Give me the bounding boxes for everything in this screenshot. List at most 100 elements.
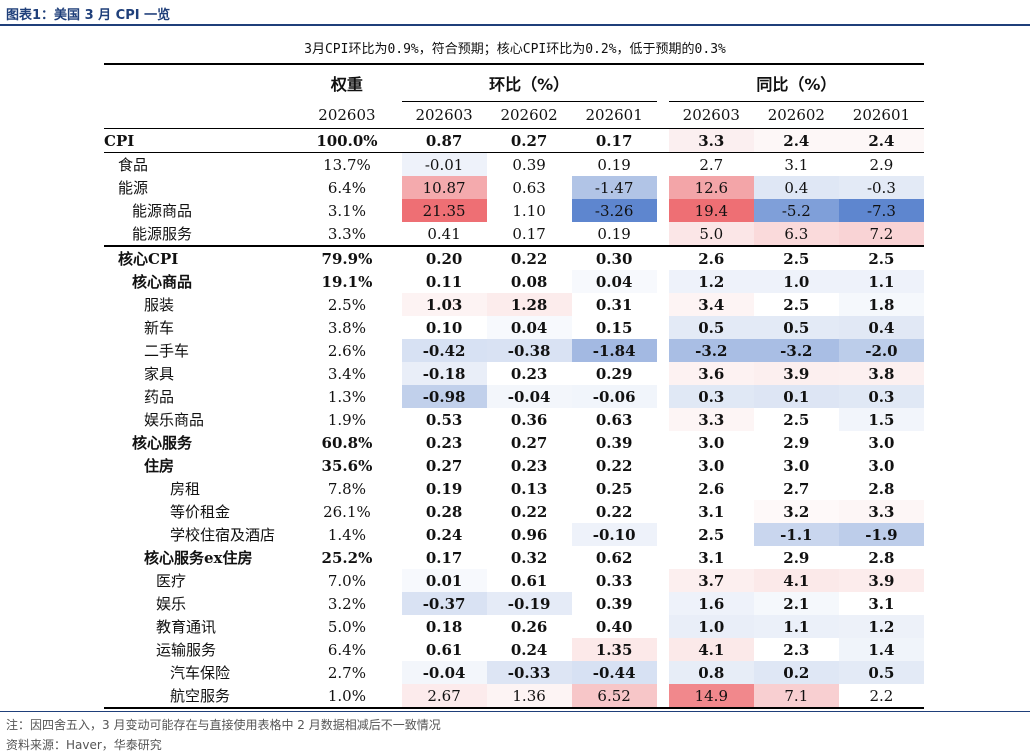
- cpi-table-container: 权重 环比（%） 同比（%） 202603 202603 202602 2026…: [104, 63, 924, 709]
- yoy-cell: 3.7: [668, 569, 754, 592]
- mom-cell: 0.15: [571, 316, 657, 339]
- header-blank: [104, 63, 305, 102]
- yoy-cell: 6.3: [753, 222, 839, 246]
- yoy-cell: 3.0: [753, 454, 839, 477]
- weight-cell: 19.1%: [321, 272, 373, 291]
- table-row: 核心CPI 79.9% 0.20 0.22 0.30 2.6 2.5 2.5: [104, 245, 924, 270]
- footer-rule: [0, 711, 1030, 712]
- yoy-cell: -1.9: [838, 523, 924, 546]
- header-yoy: 同比（%）: [668, 63, 924, 102]
- table-row: 能源商品 3.1% 21.35 1.10 -3.26 19.4 -5.2 -7.3: [104, 199, 924, 222]
- row-label: 学校住宿及酒店: [170, 526, 276, 544]
- yoy-cell: 3.0: [838, 431, 924, 454]
- mom-cell: 0.39: [486, 152, 572, 176]
- mom-cell: 10.87: [401, 176, 487, 199]
- figure-label: 图表1：: [6, 8, 55, 23]
- yoy-cell: 1.1: [838, 270, 924, 293]
- mom-cell: -0.06: [571, 385, 657, 408]
- yoy-cell: 19.4: [668, 199, 754, 222]
- table-row: 核心服务ex住房 25.2% 0.17 0.32 0.62 3.1 2.9 2.8: [104, 546, 924, 569]
- mom-cell: 0.39: [571, 431, 657, 454]
- yoy-cell: 1.1: [753, 615, 839, 638]
- mom-cell: 0.32: [486, 546, 572, 569]
- weight-cell: 1.3%: [327, 387, 366, 406]
- row-label: 等价租金: [170, 503, 231, 521]
- table-row: 娱乐 3.2% -0.37 -0.19 0.39 1.6 2.1 3.1: [104, 592, 924, 615]
- yoy-cell: 2.6: [668, 477, 754, 500]
- yoy-cell: -3.2: [753, 339, 839, 362]
- yoy-cell: 3.4: [668, 293, 754, 316]
- yoy-cell: 4.1: [753, 569, 839, 592]
- yoy-cell: 1.0: [753, 270, 839, 293]
- mom-cell: 0.41: [401, 222, 487, 246]
- mom-cell: 0.62: [571, 546, 657, 569]
- header-mom-period: 202601: [585, 106, 643, 124]
- mom-cell: 0.31: [571, 293, 657, 316]
- yoy-cell: 2.2: [838, 684, 924, 709]
- row-label: 服装: [144, 296, 175, 314]
- mom-cell: 0.22: [571, 454, 657, 477]
- weight-cell: 5.0%: [327, 617, 366, 636]
- table-row: 家具 3.4% -0.18 0.23 0.29 3.6 3.9 3.8: [104, 362, 924, 385]
- table-row: 房租 7.8% 0.19 0.13 0.25 2.6 2.7 2.8: [104, 477, 924, 500]
- yoy-cell: 1.4: [838, 638, 924, 661]
- mom-cell: 0.61: [401, 638, 487, 661]
- yoy-cell: 2.5: [753, 293, 839, 316]
- footnote: 注：因四舍五入，3 月变动可能存在与直接使用表格中 2 月数据相减后不一致情况: [6, 718, 441, 732]
- mom-cell: -0.04: [486, 385, 572, 408]
- yoy-cell: 0.4: [753, 176, 839, 199]
- yoy-cell: 2.4: [838, 128, 924, 153]
- row-label: 二手车: [144, 342, 190, 360]
- table-row: 教育通讯 5.0% 0.18 0.26 0.40 1.0 1.1 1.2: [104, 615, 924, 638]
- yoy-cell: 3.0: [838, 454, 924, 477]
- mom-cell: 0.22: [486, 245, 572, 270]
- mom-cell: 0.63: [486, 176, 572, 199]
- row-label: 航空服务: [104, 684, 305, 709]
- yoy-cell: 2.9: [838, 152, 924, 176]
- yoy-cell: 3.1: [668, 546, 754, 569]
- yoy-cell: -3.2: [668, 339, 754, 362]
- mom-cell: 0.17: [401, 546, 487, 569]
- mom-cell: 0.26: [486, 615, 572, 638]
- mom-cell: 0.96: [486, 523, 572, 546]
- mom-cell: -0.10: [571, 523, 657, 546]
- row-label: 娱乐: [156, 595, 187, 613]
- mom-cell: -0.33: [486, 661, 572, 684]
- header-yoy-period: 202601: [852, 106, 911, 124]
- table-subtitle: 3月CPI环比为0.9%，符合预期；核心CPI环比为0.2%，低于预期的0.3%: [304, 42, 726, 57]
- weight-cell: 2.5%: [327, 295, 366, 314]
- yoy-cell: 14.9: [668, 684, 754, 709]
- row-label: 教育通讯: [156, 618, 217, 636]
- row-label: CPI: [104, 128, 305, 153]
- mom-cell: 0.22: [486, 500, 572, 523]
- figure-title-text: 美国 3 月 CPI 一览: [54, 8, 171, 23]
- mom-cell: 0.13: [486, 477, 572, 500]
- mom-cell: 0.29: [571, 362, 657, 385]
- weight-cell: 3.1%: [327, 201, 366, 220]
- table-row: CPI 100.0% 0.87 0.27 0.17 3.3 2.4 2.4: [104, 128, 924, 153]
- yoy-cell: 4.1: [668, 638, 754, 661]
- header-row-groups: 权重 环比（%） 同比（%）: [104, 63, 924, 102]
- yoy-cell: 3.1: [668, 500, 754, 523]
- yoy-cell: 2.5: [668, 523, 754, 546]
- mom-cell: 2.67: [401, 684, 487, 709]
- yoy-cell: 2.5: [753, 408, 839, 431]
- table-row: 服装 2.5% 1.03 1.28 0.31 3.4 2.5 1.8: [104, 293, 924, 316]
- weight-cell: 79.9%: [304, 245, 390, 270]
- weight-cell: 2.7%: [327, 663, 366, 682]
- weight-cell: 1.4%: [327, 525, 366, 544]
- yoy-cell: 2.5: [838, 245, 924, 270]
- yoy-cell: 1.2: [838, 615, 924, 638]
- table-body: CPI 100.0% 0.87 0.27 0.17 3.3 2.4 2.4 食品 13.7% -0.…: [104, 128, 924, 709]
- weight-cell: 6.4%: [327, 640, 366, 659]
- yoy-cell: 7.2: [838, 222, 924, 246]
- yoy-cell: 3.3: [668, 128, 754, 153]
- yoy-cell: 1.8: [838, 293, 924, 316]
- table-row: 娱乐商品 1.9% 0.53 0.36 0.63 3.3 2.5 1.5: [104, 408, 924, 431]
- row-label: 能源商品: [132, 202, 193, 220]
- yoy-cell: 2.6: [668, 245, 754, 270]
- table-row: 二手车 2.6% -0.42 -0.38 -1.84 -3.2 -3.2 -2.0: [104, 339, 924, 362]
- yoy-cell: 0.5: [668, 316, 754, 339]
- yoy-cell: 3.9: [838, 569, 924, 592]
- yoy-cell: 5.0: [668, 222, 754, 246]
